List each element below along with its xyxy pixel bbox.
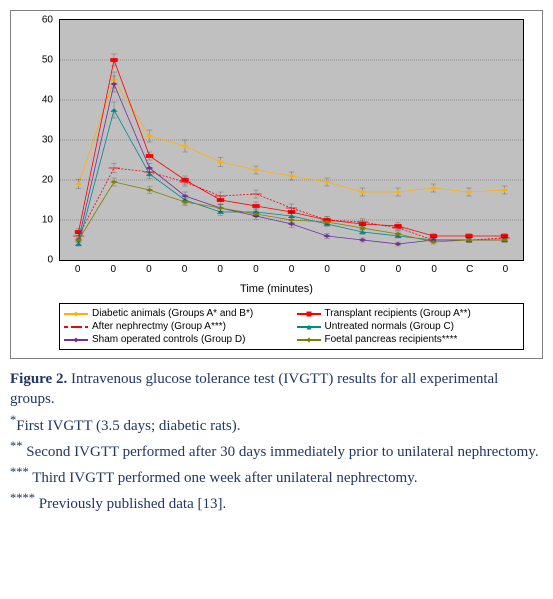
legend-swatch: [297, 322, 321, 332]
legend-item: Foetal pancreas recipients****: [297, 334, 520, 345]
sup-2: **: [10, 439, 23, 453]
x-axis: 0 0 0 0 0 0 0 0 0 0 0 C 0: [59, 261, 524, 281]
legend-swatch: [297, 335, 321, 345]
note4-text: Previously published data [13].: [35, 496, 226, 512]
chart-container: Blood glucose concentration (mmol/L) 010…: [10, 10, 543, 359]
legend-label: Untreated normals (Group C): [325, 321, 455, 332]
legend-swatch: [64, 335, 88, 345]
x-tick: 0: [110, 264, 116, 275]
caption-note-1: *First IVGTT (3.5 days; diabetic rats).: [10, 412, 543, 436]
x-tick: 0: [396, 264, 402, 275]
y-tick: 20: [42, 174, 53, 185]
y-tick: 0: [47, 255, 53, 266]
x-tick: 0: [503, 264, 509, 275]
sup-4: ****: [10, 491, 35, 505]
x-tick: 0: [75, 264, 81, 275]
legend-label: Foetal pancreas recipients****: [325, 334, 458, 345]
x-tick: 0: [253, 264, 259, 275]
x-tick: 0: [146, 264, 152, 275]
legend-item: Sham operated controls (Group D): [64, 334, 287, 345]
legend-swatch: [64, 322, 88, 332]
y-tick: 40: [42, 94, 53, 105]
caption-note-3: *** Third IVGTT performed one week after…: [10, 464, 543, 488]
y-axis: 0102030405060: [30, 20, 55, 260]
caption-title-text: Intravenous glucose tolerance test (IVGT…: [10, 371, 498, 407]
legend-label: Sham operated controls (Group D): [92, 334, 245, 345]
x-tick: 0: [182, 264, 188, 275]
legend-item: After nephrectmy (Group A***): [64, 321, 287, 332]
caption-fig-number: Figure 2.: [10, 371, 67, 387]
legend-swatch: [297, 309, 321, 319]
y-tick: 60: [42, 15, 53, 26]
caption-note-2: ** Second IVGTT performed after 30 days …: [10, 438, 543, 462]
x-tick: 0: [289, 264, 295, 275]
plot-area: 0102030405060: [59, 19, 524, 261]
note3-text: Third IVGTT performed one week after uni…: [29, 470, 418, 486]
x-tick: 0: [217, 264, 223, 275]
y-tick: 30: [42, 135, 53, 146]
note1-text: First IVGTT (3.5 days; diabetic rats).: [16, 418, 240, 434]
legend-label: Diabetic animals (Groups A* and B*): [92, 308, 253, 319]
sup-3: ***: [10, 465, 29, 479]
legend-item: Untreated normals (Group C): [297, 321, 520, 332]
legend: Diabetic animals (Groups A* and B*) Trans…: [59, 303, 524, 350]
legend-label: After nephrectmy (Group A***): [92, 321, 226, 332]
y-tick: 10: [42, 215, 53, 226]
x-tick: 0: [360, 264, 366, 275]
legend-swatch: [64, 309, 88, 319]
plot-svg: [60, 20, 523, 260]
legend-item: Transplant recipients (Group A**): [297, 308, 520, 319]
x-tick: 0: [431, 264, 437, 275]
caption-title: Figure 2. Intravenous glucose tolerance …: [10, 369, 543, 410]
note2-text: Second IVGTT performed after 30 days imm…: [23, 444, 539, 460]
legend-label: Transplant recipients (Group A**): [325, 308, 471, 319]
x-tick: 0: [324, 264, 330, 275]
legend-item: Diabetic animals (Groups A* and B*): [64, 308, 287, 319]
caption: Figure 2. Intravenous glucose tolerance …: [10, 369, 543, 515]
x-axis-label: Time (minutes): [19, 283, 534, 295]
caption-note-4: **** Previously published data [13].: [10, 490, 543, 514]
y-tick: 50: [42, 54, 53, 65]
x-tick: C: [466, 264, 473, 275]
